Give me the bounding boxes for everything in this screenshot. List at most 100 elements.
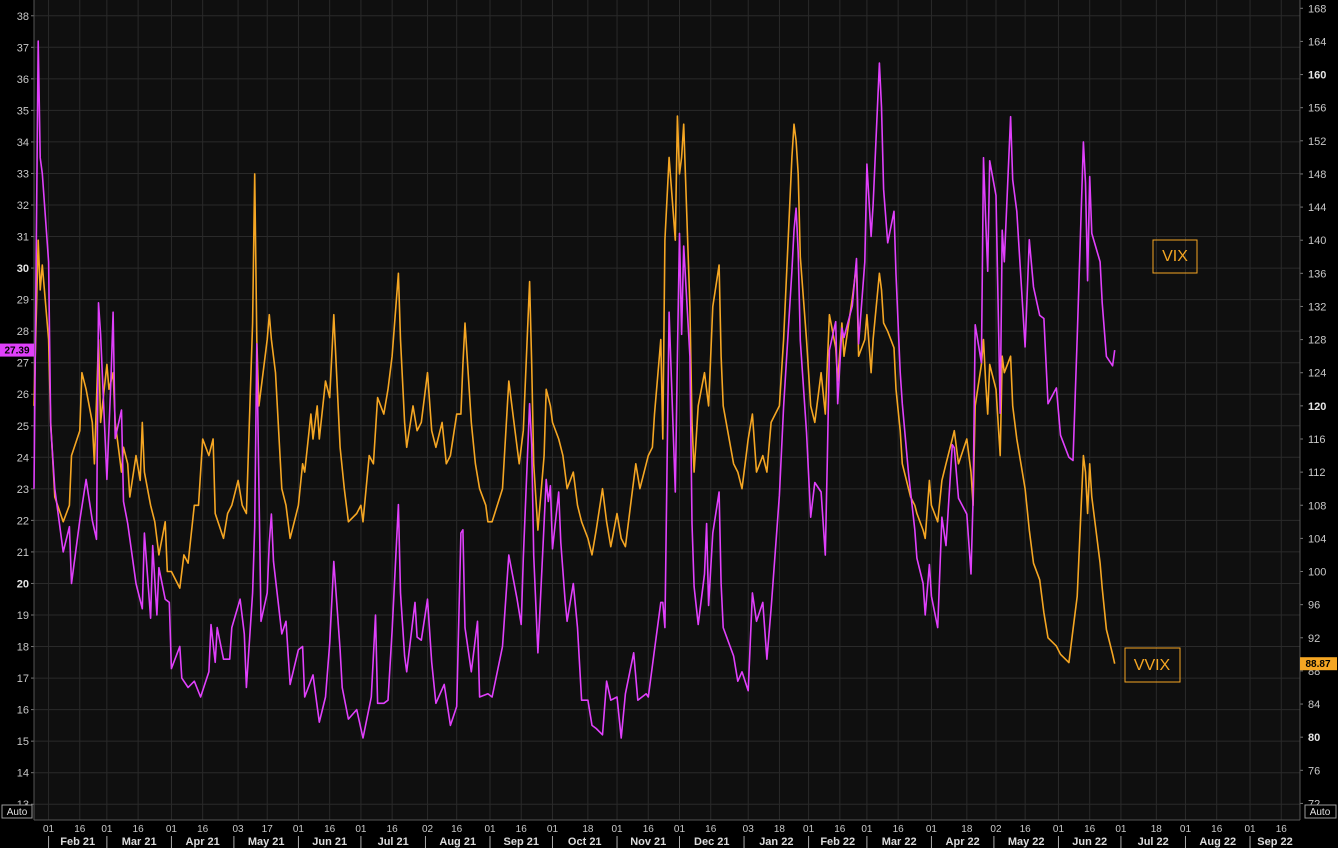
left-tick-label: 30 [17, 263, 29, 275]
right-tick-label: 148 [1308, 169, 1326, 181]
right-tick-label: 164 [1308, 36, 1326, 48]
right-tick-label: 108 [1308, 500, 1326, 512]
month-label: Sep 22 [1257, 836, 1292, 848]
day-tick-label: 01 [926, 824, 938, 835]
legend-vvix: VVIX [1124, 647, 1181, 683]
left-tick-label: 36 [17, 74, 29, 86]
right-tick-label: 84 [1308, 699, 1320, 711]
right-auto-label: Auto [1310, 807, 1331, 818]
day-tick-label: 02 [422, 824, 434, 835]
month-label: Feb 21 [60, 836, 95, 848]
left-tick-label: 15 [17, 736, 29, 748]
right-tick-label: 152 [1308, 136, 1326, 148]
day-tick-label: 16 [893, 824, 905, 835]
right-tick-label: 112 [1308, 467, 1326, 479]
left-tick-label: 27 [17, 358, 29, 370]
day-tick-label: 16 [133, 824, 145, 835]
left-tick-label: 33 [17, 168, 29, 180]
day-tick-label: 01 [101, 824, 113, 835]
vvix-current-value: 88.87 [1305, 659, 1330, 670]
month-label: Feb 22 [820, 836, 855, 848]
day-tick-label: 01 [1244, 824, 1256, 835]
day-tick-label: 16 [387, 824, 399, 835]
day-tick-label: 01 [611, 824, 623, 835]
month-label: May 22 [1008, 836, 1045, 848]
day-tick-label: 01 [861, 824, 873, 835]
month-label: May 21 [248, 836, 285, 848]
left-axis: 1314151617181920212223242526272829303132… [17, 11, 34, 811]
left-tick-label: 23 [17, 484, 29, 496]
right-tick-label: 92 [1308, 633, 1320, 645]
vvix-current-tag: 88.87 [1300, 657, 1337, 671]
left-auto-tag[interactable]: Auto [1, 804, 33, 819]
day-tick-label: 16 [1276, 824, 1288, 835]
left-tick-label: 28 [17, 326, 29, 338]
right-tick-label: 80 [1308, 732, 1320, 744]
day-tick-label: 16 [1020, 824, 1032, 835]
month-label: Jul 22 [1138, 836, 1169, 848]
left-tick-label: 21 [17, 547, 29, 559]
month-label: Sep 21 [504, 836, 539, 848]
legend-vix: VIX [1152, 239, 1198, 274]
right-tick-label: 100 [1308, 567, 1326, 579]
day-tick-label: 18 [582, 824, 594, 835]
left-tick-label: 17 [17, 673, 29, 685]
x-axis: 01 16 01 16 01 16 03 17 01 16 01 16 02 16 01 16 01 18 01 16… [33, 0, 1301, 848]
right-tick-label: 160 [1308, 70, 1326, 82]
month-label: Mar 21 [122, 836, 157, 848]
left-tick-label: 19 [17, 610, 29, 622]
left-tick-label: 16 [17, 705, 29, 717]
day-tick-label: 18 [1151, 824, 1163, 835]
day-tick-label: 02 [990, 824, 1002, 835]
day-tick-label: 01 [355, 824, 367, 835]
right-tick-label: 136 [1308, 268, 1326, 280]
left-tick-label: 31 [17, 232, 29, 244]
day-tick-label: 16 [834, 824, 846, 835]
month-label: Apr 22 [946, 836, 980, 848]
day-tick-label: 16 [451, 824, 463, 835]
month-label: Aug 21 [439, 836, 476, 848]
day-tick-label: 16 [197, 824, 209, 835]
left-tick-label: 35 [17, 105, 29, 117]
right-tick-label: 132 [1308, 301, 1326, 313]
day-tick-label: 01 [547, 824, 559, 835]
day-tick-label: 01 [293, 824, 305, 835]
right-tick-label: 116 [1308, 434, 1326, 446]
right-tick-label: 144 [1308, 202, 1326, 214]
left-tick-label: 25 [17, 421, 29, 433]
day-tick-label: 17 [262, 824, 274, 835]
left-tick-label: 22 [17, 515, 29, 527]
right-tick-label: 104 [1308, 533, 1326, 545]
vix-current-value: 27.39 [4, 346, 29, 357]
month-label: Jan 22 [759, 836, 793, 848]
left-tick-label: 34 [17, 137, 29, 149]
series-line-vvix [33, 115, 1116, 664]
day-tick-label: 16 [1211, 824, 1223, 835]
right-tick-label: 96 [1308, 600, 1320, 612]
left-auto-label: Auto [7, 807, 28, 818]
day-tick-label: 01 [1180, 824, 1192, 835]
month-label: Apr 21 [186, 836, 220, 848]
legend-vix-label: VIX [1162, 248, 1188, 265]
day-tick-label: 18 [774, 824, 786, 835]
month-label: Jul 21 [378, 836, 409, 848]
month-label: Dec 21 [694, 836, 729, 848]
day-tick-label: 16 [705, 824, 717, 835]
day-tick-label: 03 [743, 824, 755, 835]
right-tick-label: 124 [1308, 368, 1326, 380]
left-tick-label: 14 [17, 768, 29, 780]
day-tick-label: 16 [324, 824, 336, 835]
day-tick-label: 18 [961, 824, 973, 835]
right-tick-label: 140 [1308, 235, 1326, 247]
series-line-vix [33, 40, 1116, 739]
right-tick-label: 120 [1308, 401, 1326, 413]
day-tick-label: 01 [1053, 824, 1065, 835]
month-label: Jun 21 [312, 836, 347, 848]
month-label: Aug 22 [1199, 836, 1236, 848]
day-tick-label: 01 [166, 824, 178, 835]
day-tick-label: 16 [74, 824, 86, 835]
left-tick-label: 26 [17, 389, 29, 401]
day-tick-label: 03 [232, 824, 244, 835]
vix-current-tag: 27.39 [0, 343, 34, 357]
right-auto-tag[interactable]: Auto [1304, 804, 1337, 819]
